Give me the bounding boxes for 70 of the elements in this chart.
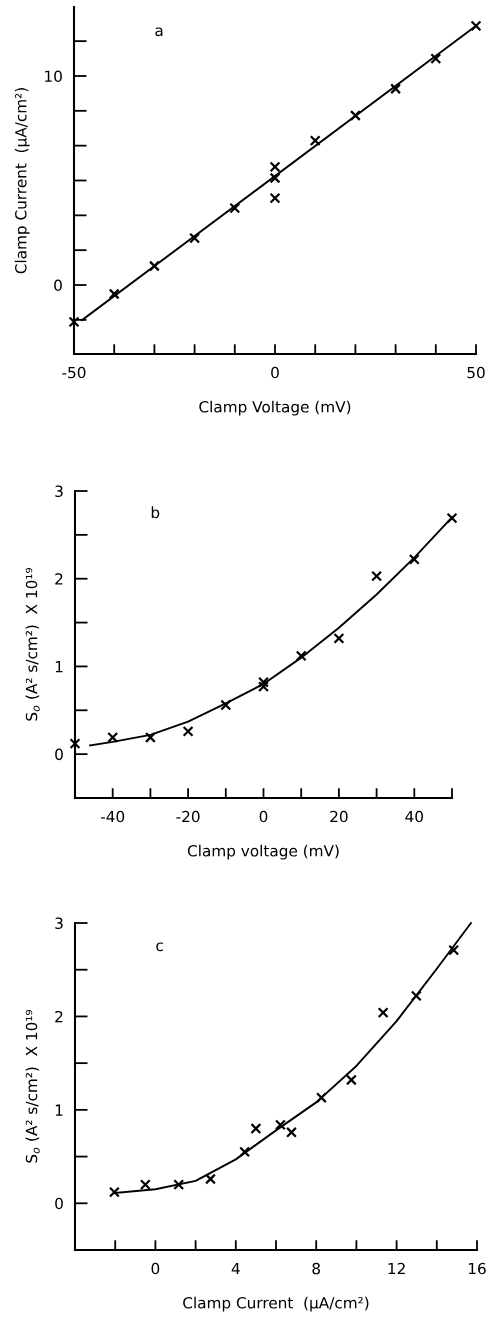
point: [315, 1092, 327, 1104]
point: [274, 1119, 286, 1131]
point: [258, 676, 269, 688]
y-tick-label: 3: [55, 917, 63, 930]
point: [239, 1146, 251, 1158]
x-tick-label: 0: [259, 810, 268, 823]
y-axis-title: Clamp Current (μA/cm²): [14, 88, 30, 274]
y-tick-label: 0: [55, 748, 63, 761]
x-axis-title: Clamp Current (μA/cm²): [183, 1296, 369, 1312]
point: [182, 725, 194, 737]
point: [446, 512, 458, 524]
x-tick-label: -40: [100, 810, 125, 823]
point: [189, 232, 201, 244]
point: [144, 731, 156, 743]
annotation: c: [156, 942, 163, 952]
point: [68, 316, 80, 328]
y-tick-label: 1: [55, 1104, 63, 1116]
point: [430, 53, 442, 65]
point: [269, 192, 281, 204]
y-tick-label: 3: [55, 485, 63, 498]
point: [377, 1007, 389, 1019]
y-axis-title: S$_{o}$ (A² s/cm²) X 10¹⁹: [25, 1009, 40, 1163]
point: [390, 83, 402, 95]
point: [108, 1186, 120, 1198]
point: [410, 990, 422, 1002]
point: [349, 109, 361, 121]
x-tick-label: 4: [231, 1262, 240, 1275]
x-tick-label: 16: [468, 1262, 486, 1275]
x-tick-label: 50: [467, 366, 485, 379]
y-axis-title: S$_{o}$ (A² s/cm²) X 10¹⁹: [25, 567, 40, 721]
x-tick-label: 0: [151, 1262, 160, 1275]
y-tick-label: 1: [55, 661, 63, 673]
x-tick-label: 40: [405, 810, 424, 823]
point: [250, 1123, 262, 1135]
annotation: b: [151, 506, 160, 519]
x-tick-label: 8: [312, 1262, 321, 1275]
point: [139, 1179, 151, 1191]
point: [448, 944, 460, 956]
y-tick-label: 2: [55, 1010, 63, 1023]
y-tick-label: 2: [55, 573, 63, 585]
y-tick-label: 10: [45, 70, 62, 82]
point: [345, 1074, 357, 1086]
point: [269, 172, 281, 184]
point: [229, 202, 241, 214]
point: [107, 731, 119, 743]
point: [148, 260, 160, 272]
x-tick-label: 20: [330, 810, 348, 823]
point: [258, 681, 269, 693]
point: [470, 20, 482, 32]
point: [204, 1173, 216, 1185]
point: [295, 650, 307, 662]
y-tick-label: 0: [55, 1197, 63, 1210]
point: [108, 288, 120, 300]
y-tick-label: 0: [54, 279, 62, 292]
point: [408, 553, 420, 565]
point: [285, 1126, 297, 1138]
x-tick-label: 12: [388, 1262, 405, 1275]
x-axis-title: Clamp Voltage (mV): [199, 400, 351, 416]
x-tick-label: 0: [271, 366, 279, 379]
point: [69, 738, 81, 750]
point: [371, 570, 383, 582]
point: [333, 632, 345, 644]
point: [269, 161, 281, 173]
x-tick-label: -20: [176, 810, 200, 823]
annotation: a: [155, 27, 163, 37]
point: [309, 135, 321, 147]
point: [173, 1179, 185, 1191]
x-axis-title: Clamp voltage (mV): [187, 844, 339, 860]
x-tick-label: -50: [62, 366, 86, 379]
point: [220, 699, 232, 711]
